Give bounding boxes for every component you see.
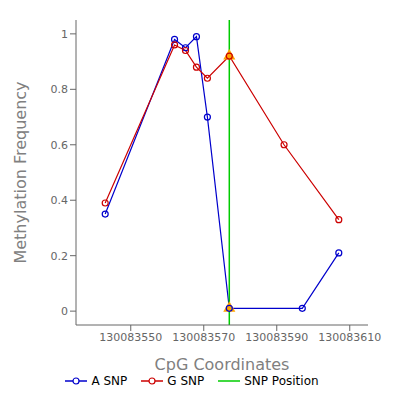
svg-text:0.8: 0.8 — [51, 83, 69, 96]
svg-text:CpG Coordinates: CpG Coordinates — [155, 355, 290, 374]
html-text:G SNP: G SNP — [167, 374, 205, 388]
svg-text:130083550: 130083550 — [99, 331, 162, 344]
svg-text:130083610: 130083610 — [318, 331, 381, 344]
svg-text:1: 1 — [61, 28, 68, 41]
svg-text:0.4: 0.4 — [51, 194, 69, 207]
html-text:SNP Position: SNP Position — [244, 374, 319, 388]
svg-text:130083590: 130083590 — [245, 331, 308, 344]
svg-text:0.2: 0.2 — [51, 250, 69, 263]
svg-text:0: 0 — [61, 305, 68, 318]
svg-text:0.6: 0.6 — [51, 139, 69, 152]
svg-text:130083570: 130083570 — [172, 331, 235, 344]
html-text:A SNP: A SNP — [91, 374, 128, 388]
svg-text:Methylation Frequency: Methylation Frequency — [11, 81, 30, 263]
